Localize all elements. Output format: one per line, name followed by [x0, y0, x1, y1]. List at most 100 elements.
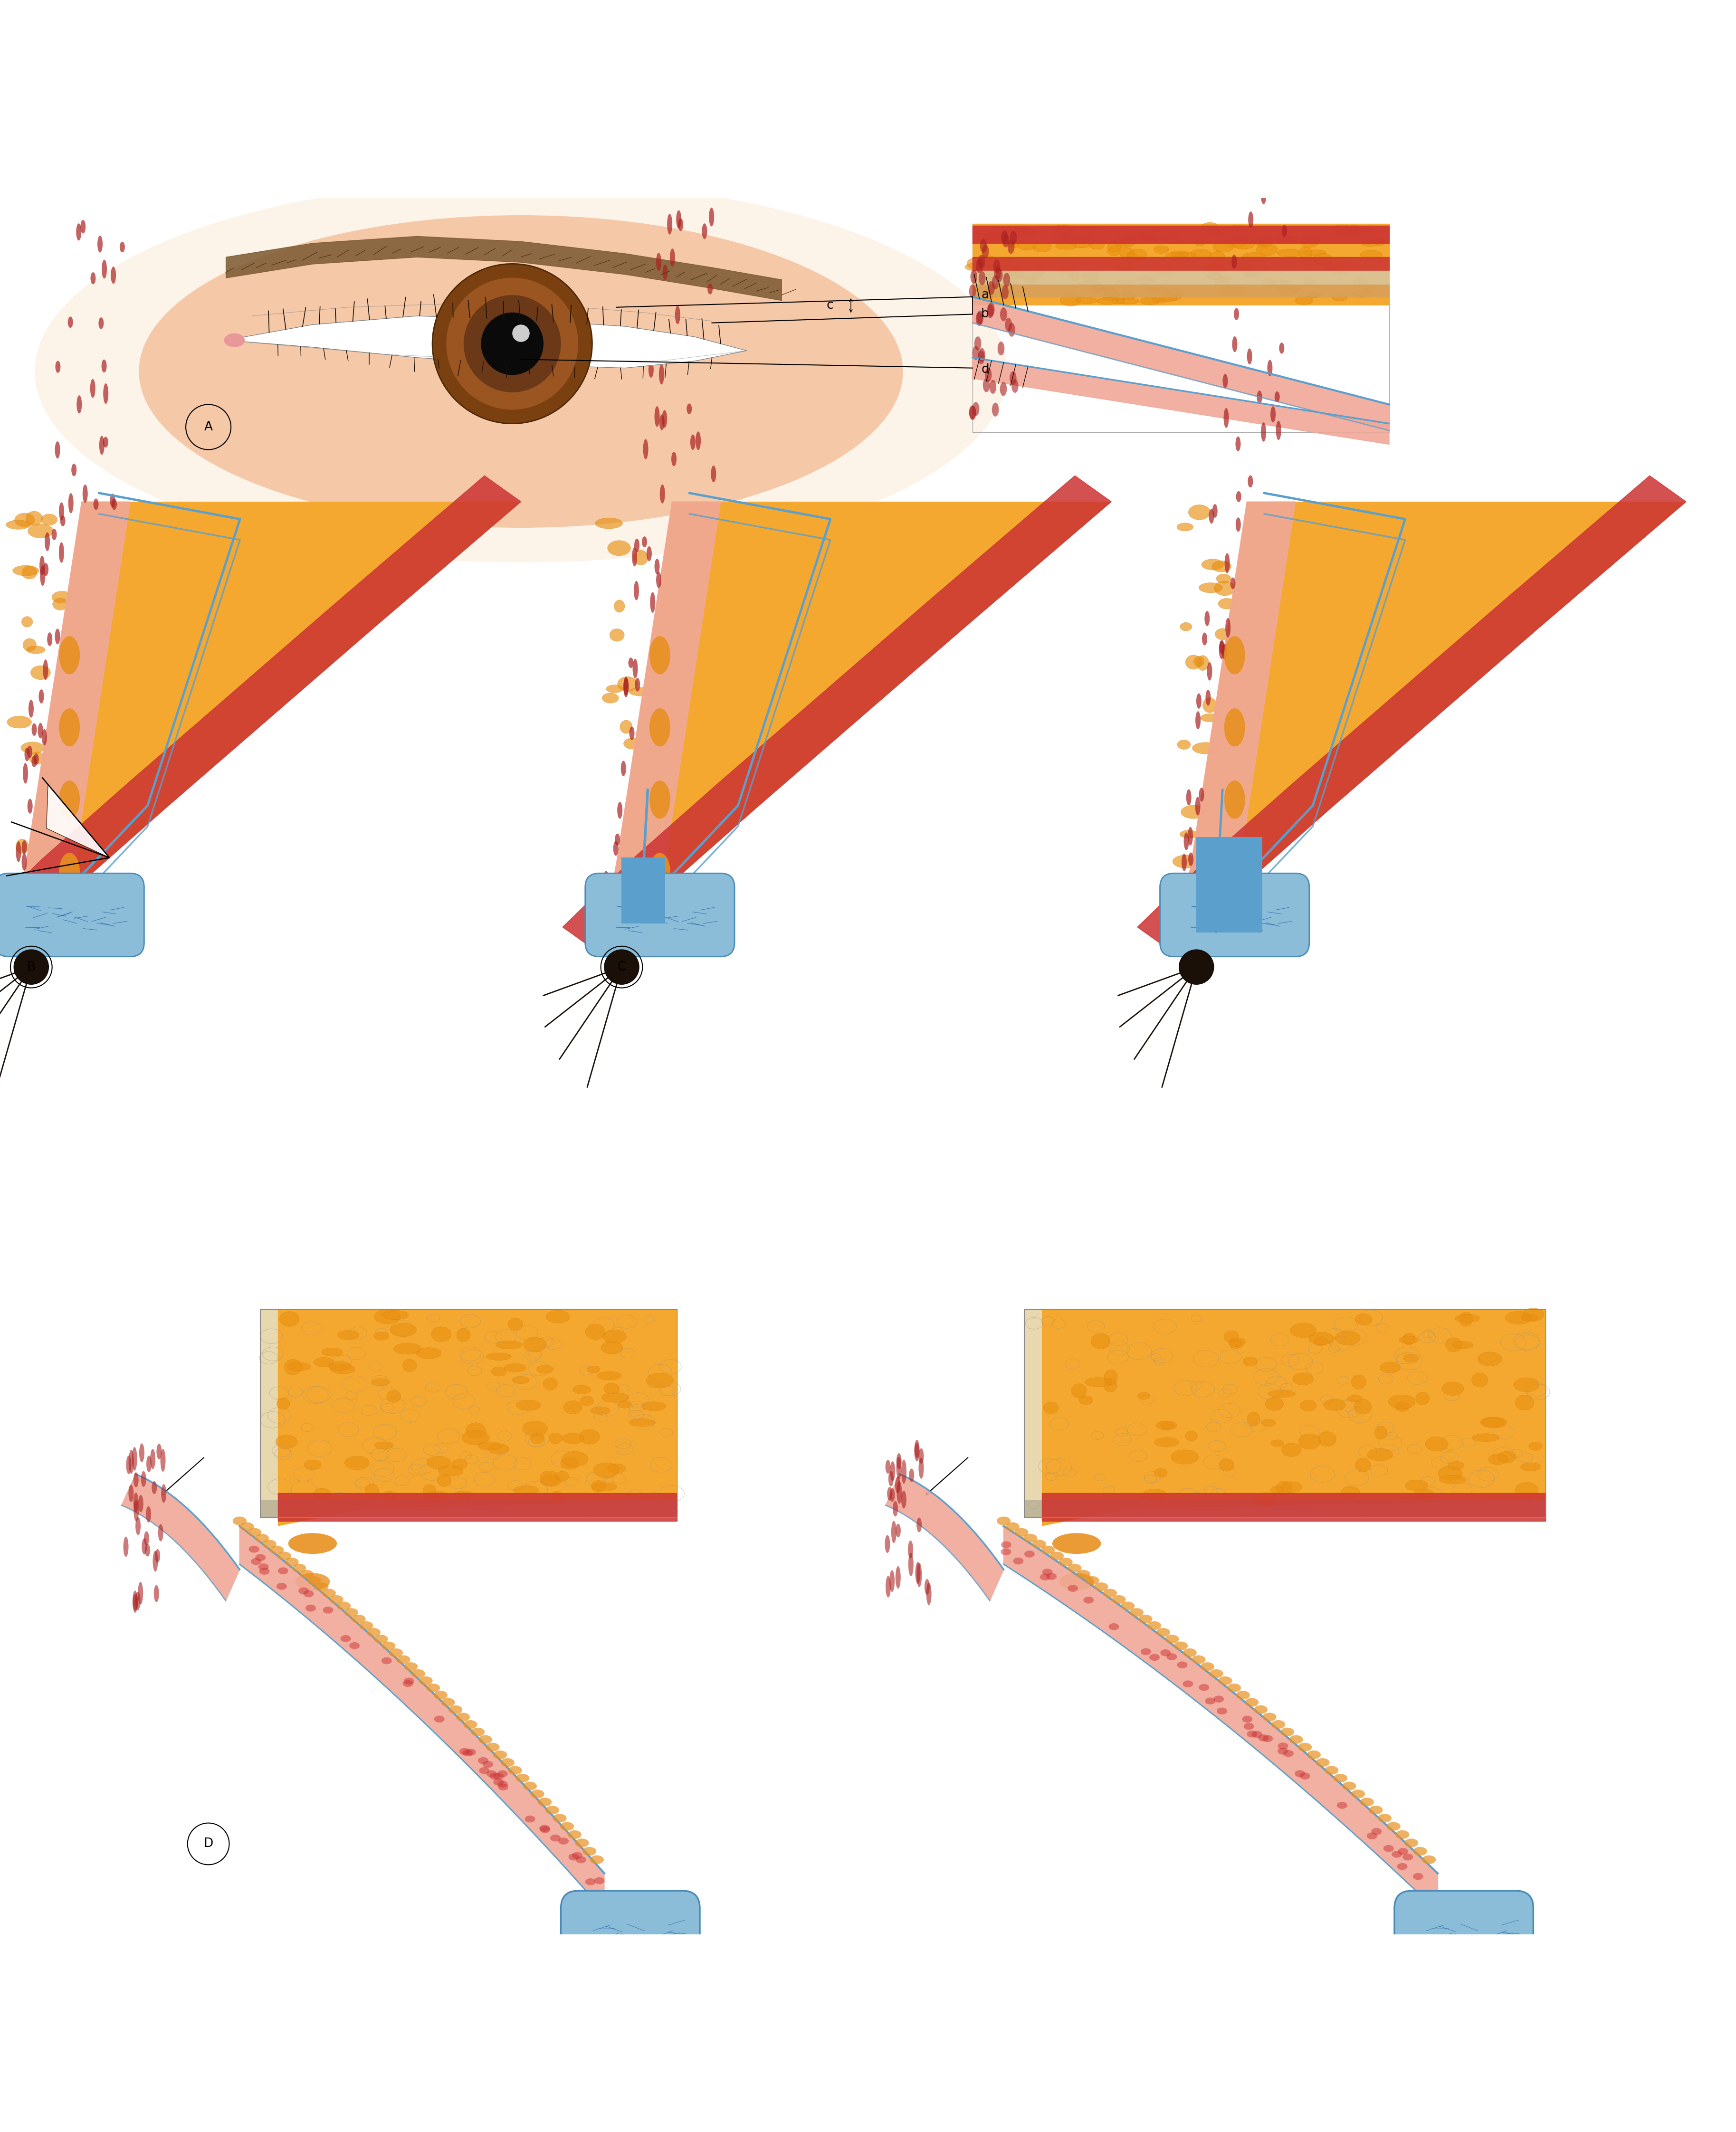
Ellipse shape	[285, 1558, 299, 1567]
Ellipse shape	[609, 885, 615, 902]
Ellipse shape	[483, 1761, 493, 1767]
Ellipse shape	[1121, 292, 1135, 298]
Ellipse shape	[1455, 1313, 1479, 1322]
Ellipse shape	[1451, 2030, 1458, 2040]
Ellipse shape	[1207, 663, 1212, 680]
Ellipse shape	[917, 1518, 922, 1533]
Ellipse shape	[984, 281, 996, 292]
Ellipse shape	[495, 1341, 523, 1350]
Ellipse shape	[646, 546, 651, 561]
Ellipse shape	[1437, 2030, 1444, 2040]
Ellipse shape	[649, 635, 670, 674]
Ellipse shape	[1451, 2019, 1458, 2030]
Ellipse shape	[340, 1635, 351, 1642]
Ellipse shape	[1229, 1337, 1245, 1347]
Ellipse shape	[493, 1750, 507, 1759]
Ellipse shape	[1276, 237, 1297, 243]
Ellipse shape	[1262, 277, 1274, 286]
Ellipse shape	[1213, 241, 1234, 252]
Ellipse shape	[1135, 275, 1154, 284]
Bar	[1024, 1501, 1545, 1518]
Ellipse shape	[1003, 273, 1010, 288]
Ellipse shape	[969, 284, 976, 298]
Ellipse shape	[59, 503, 64, 520]
Ellipse shape	[1241, 252, 1266, 262]
Ellipse shape	[151, 1482, 156, 1495]
Ellipse shape	[675, 305, 681, 324]
Ellipse shape	[1180, 806, 1207, 819]
Ellipse shape	[1078, 1396, 1092, 1405]
Ellipse shape	[590, 1407, 609, 1414]
Ellipse shape	[995, 269, 1002, 281]
Ellipse shape	[161, 1484, 167, 1503]
Ellipse shape	[1200, 714, 1222, 723]
Circle shape	[512, 324, 529, 341]
Ellipse shape	[134, 1501, 139, 1522]
Ellipse shape	[550, 1490, 562, 1503]
Ellipse shape	[155, 1550, 160, 1563]
Ellipse shape	[306, 1605, 316, 1612]
Ellipse shape	[1068, 1563, 1082, 1573]
Ellipse shape	[1033, 241, 1050, 252]
Ellipse shape	[1182, 1680, 1193, 1686]
Ellipse shape	[1276, 1482, 1292, 1497]
Ellipse shape	[1186, 789, 1191, 806]
Ellipse shape	[441, 1697, 455, 1708]
Text: c: c	[826, 298, 833, 311]
Ellipse shape	[1186, 655, 1201, 669]
Ellipse shape	[462, 1431, 490, 1445]
Ellipse shape	[634, 580, 639, 601]
Ellipse shape	[12, 902, 17, 917]
Ellipse shape	[901, 1460, 906, 1484]
Ellipse shape	[1219, 640, 1224, 655]
Ellipse shape	[1212, 503, 1217, 518]
Ellipse shape	[1404, 1838, 1418, 1846]
Ellipse shape	[1180, 887, 1186, 902]
Ellipse shape	[1448, 1460, 1463, 1469]
Ellipse shape	[1153, 245, 1168, 254]
Ellipse shape	[1147, 1620, 1161, 1631]
Ellipse shape	[1151, 296, 1167, 303]
Ellipse shape	[45, 533, 50, 550]
Ellipse shape	[1437, 1467, 1462, 1480]
Ellipse shape	[153, 1550, 158, 1571]
Ellipse shape	[1213, 582, 1234, 595]
Ellipse shape	[134, 1473, 139, 1488]
Ellipse shape	[488, 1443, 509, 1454]
Ellipse shape	[21, 616, 33, 627]
Ellipse shape	[1234, 437, 1240, 452]
Ellipse shape	[464, 1721, 477, 1729]
Ellipse shape	[1345, 226, 1361, 237]
Ellipse shape	[561, 1823, 575, 1831]
Ellipse shape	[710, 465, 715, 482]
Ellipse shape	[1295, 1770, 1305, 1778]
Ellipse shape	[1177, 878, 1182, 900]
Ellipse shape	[1413, 1488, 1434, 1501]
Ellipse shape	[585, 1878, 595, 1885]
Ellipse shape	[127, 1456, 132, 1473]
Ellipse shape	[1217, 1708, 1227, 1714]
Ellipse shape	[139, 1443, 144, 1463]
Ellipse shape	[1299, 247, 1312, 258]
Ellipse shape	[1309, 1332, 1333, 1345]
Ellipse shape	[389, 1648, 403, 1657]
Ellipse shape	[686, 403, 691, 414]
Ellipse shape	[1279, 1727, 1293, 1735]
Ellipse shape	[111, 266, 116, 284]
Ellipse shape	[1052, 226, 1073, 232]
Ellipse shape	[457, 1328, 470, 1341]
Ellipse shape	[1246, 348, 1252, 365]
Ellipse shape	[908, 1469, 913, 1482]
Ellipse shape	[887, 1486, 892, 1501]
Ellipse shape	[549, 1433, 562, 1443]
Ellipse shape	[998, 264, 1021, 273]
Ellipse shape	[991, 275, 998, 290]
Ellipse shape	[1069, 271, 1080, 281]
Ellipse shape	[10, 927, 16, 940]
Ellipse shape	[1299, 258, 1319, 266]
Ellipse shape	[1068, 1584, 1078, 1593]
Ellipse shape	[1042, 1546, 1055, 1554]
Ellipse shape	[425, 1684, 439, 1693]
Ellipse shape	[618, 1401, 632, 1407]
Text: D: D	[203, 1838, 214, 1851]
